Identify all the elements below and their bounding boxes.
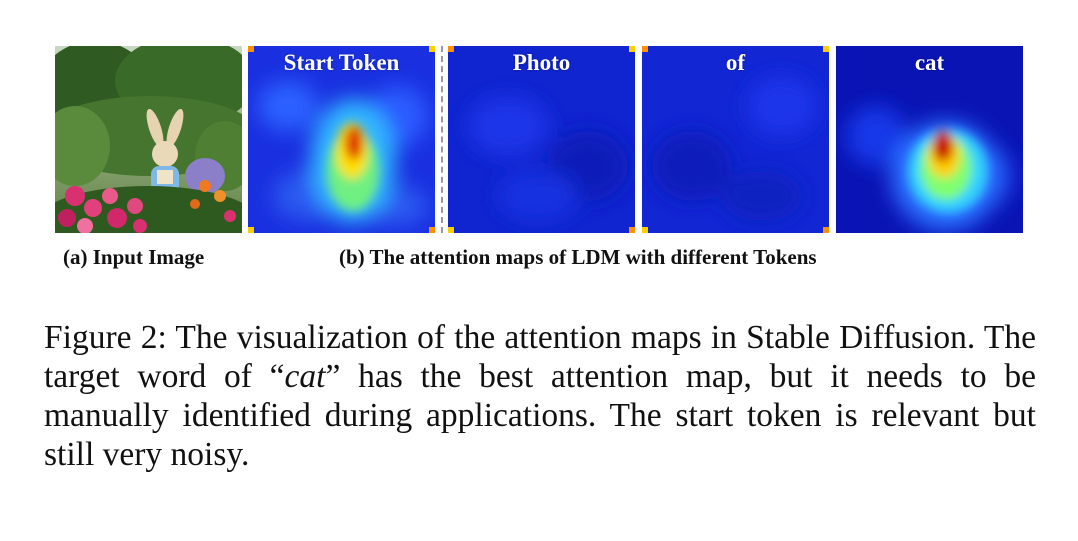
attention-map-cat: cat [836,46,1023,233]
panel-divider [441,46,443,233]
attention-map-photo: Photo [448,46,635,233]
token-label-start: Start Token [283,50,400,75]
attention-map-of: of [642,46,829,233]
attention-map-start-token: Start Token [248,46,435,233]
subcaption-input-image: (a) Input Image [63,245,205,269]
token-label-of: of [725,50,746,75]
token-label-cat: cat [914,50,945,75]
input-image [55,46,242,233]
caption-text-2: ” has the best attention map, but it nee… [44,358,1037,473]
subcaption-attention-maps: (b) The attention maps of LDM with diffe… [339,245,817,269]
caption-text-1: Figure 2: The visualization of the atten… [44,319,1036,395]
token-label-photo: Photo [512,50,571,75]
caption-emphasis: cat [284,358,326,395]
figure-caption: Figure 2: The visualization of the atten… [44,318,1036,474]
